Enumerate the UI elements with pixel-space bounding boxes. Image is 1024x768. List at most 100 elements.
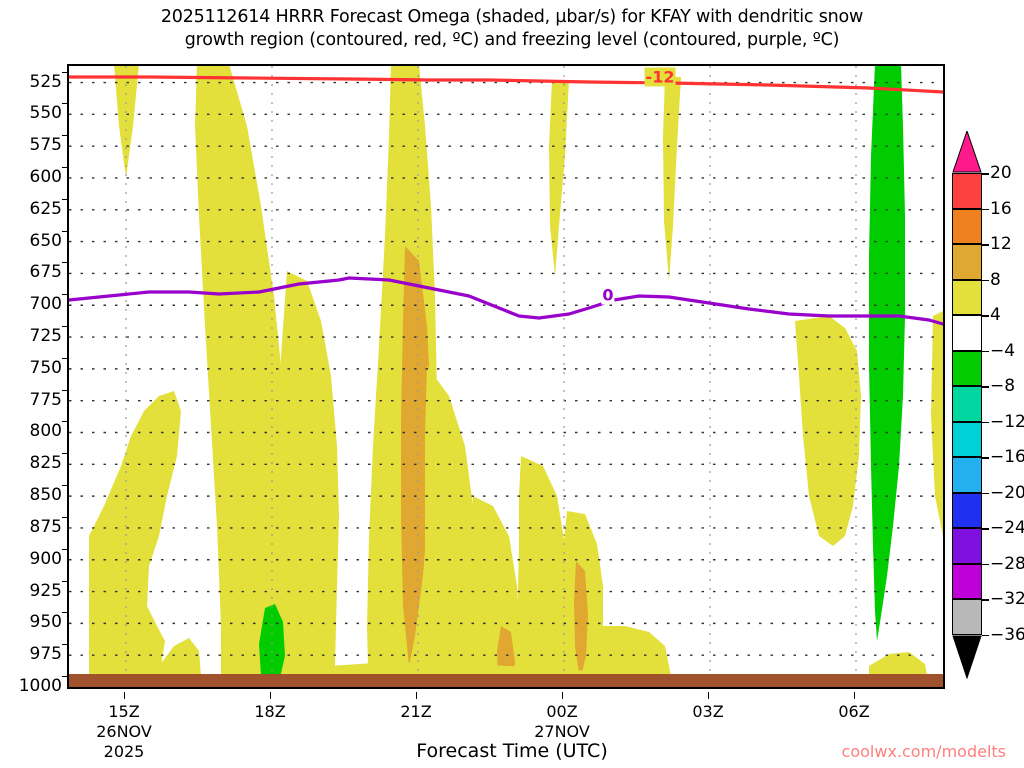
plot-area bbox=[67, 64, 945, 689]
y-tick-label: 775 bbox=[0, 389, 67, 410]
y-tick-mark bbox=[62, 580, 67, 582]
colorbar-tick-mark bbox=[982, 563, 989, 565]
x-axis: 15Z 26NOV 2025 18Z 21Z 00Z 27NOV 03Z 06Z bbox=[0, 692, 1024, 762]
x-tick-hour: 21Z bbox=[400, 702, 432, 721]
colorbar-band bbox=[952, 492, 982, 528]
colorbar-tick-mark bbox=[982, 350, 989, 352]
colorbar-tick-label: 8 bbox=[990, 269, 1001, 290]
x-tick-date: 27NOV bbox=[534, 722, 590, 741]
y-tick-label: 925 bbox=[0, 580, 67, 601]
contour-label: -12 bbox=[644, 67, 676, 87]
chart-title-line2: growth region (contoured, red, ºC) and f… bbox=[184, 30, 840, 51]
colorbar-tick-label: 16 bbox=[990, 198, 1012, 219]
colorbar-tick-label: 4 bbox=[990, 305, 1001, 325]
y-tick-label: 1000 bbox=[0, 676, 67, 696]
y-tick-label: 950 bbox=[0, 612, 67, 632]
x-tick-label: 03Z bbox=[692, 702, 723, 722]
colorbar-band bbox=[952, 350, 982, 386]
y-tick-mark bbox=[62, 453, 67, 455]
y-tick-mark bbox=[62, 230, 67, 232]
colorbar-band bbox=[952, 386, 982, 422]
x-tick-mark bbox=[270, 692, 271, 699]
colorbar-tick-mark bbox=[982, 599, 989, 601]
colorbar-tick-label: 12 bbox=[990, 234, 1012, 254]
colorbar-tick-label: −32 bbox=[990, 589, 1024, 609]
colorbar-tick-mark bbox=[982, 386, 989, 388]
y-tick-mark bbox=[62, 644, 67, 646]
y-tick-label: 675 bbox=[0, 262, 67, 282]
y-tick-label: 725 bbox=[0, 326, 67, 346]
y-tick-mark bbox=[62, 166, 67, 168]
x-tick-mark bbox=[708, 692, 709, 699]
grid-lines bbox=[69, 66, 943, 687]
colorbar-tick-mark bbox=[982, 634, 989, 636]
y-tick-label: 700 bbox=[0, 294, 67, 314]
y-tick-mark bbox=[62, 389, 67, 391]
colorbar-band bbox=[952, 457, 982, 493]
x-tick-mark bbox=[854, 692, 855, 699]
y-tick-mark bbox=[62, 135, 67, 137]
x-tick-label: 21Z bbox=[400, 702, 431, 722]
colorbar-band bbox=[952, 208, 982, 244]
colorbar-tick-mark bbox=[982, 457, 989, 459]
colorbar-tick-label: 20 bbox=[990, 163, 1012, 183]
x-tick-label: 15Z 26NOV 2025 bbox=[96, 702, 152, 762]
y-tick-mark bbox=[62, 548, 67, 550]
colorbar-tick-label: −12 bbox=[990, 411, 1024, 432]
colorbar-tick-mark bbox=[982, 421, 989, 423]
y-tick-label: 550 bbox=[0, 103, 67, 123]
y-tick-mark bbox=[62, 676, 67, 677]
y-tick-label: 600 bbox=[0, 166, 67, 187]
x-tick-label: 18Z bbox=[254, 702, 285, 722]
y-tick-mark bbox=[62, 485, 67, 487]
x-tick-hour: 03Z bbox=[692, 702, 724, 721]
y-tick-label: 825 bbox=[0, 453, 67, 473]
x-tick-hour: 15Z bbox=[108, 702, 140, 721]
colorbar-arrow-down bbox=[952, 635, 982, 680]
colorbar-tick-label: −8 bbox=[990, 376, 1016, 396]
colorbar-tick-label: −36 bbox=[990, 624, 1024, 645]
y-tick-mark bbox=[62, 103, 67, 105]
y-tick-mark bbox=[62, 198, 67, 200]
colorbar-arrow-up bbox=[952, 129, 982, 173]
y-tick-mark bbox=[62, 612, 67, 614]
colorbar-band bbox=[952, 315, 982, 351]
x-tick-mark bbox=[416, 692, 417, 699]
y-tick-label: 650 bbox=[0, 230, 67, 251]
x-tick-year: 2025 bbox=[103, 742, 145, 761]
y-tick-label: 575 bbox=[0, 135, 67, 155]
x-tick-hour: 00Z bbox=[546, 702, 578, 721]
colorbar-tick-mark bbox=[982, 244, 989, 246]
y-tick-mark bbox=[62, 294, 67, 296]
y-tick-label: 900 bbox=[0, 548, 67, 569]
terrain-band bbox=[69, 674, 943, 687]
colorbar-tick-label: −4 bbox=[990, 340, 1016, 361]
colorbar-tick-mark bbox=[982, 208, 989, 210]
colorbar-band bbox=[952, 173, 982, 209]
colorbar-band bbox=[952, 599, 982, 635]
colorbar-band bbox=[952, 244, 982, 280]
x-tick-label: 00Z 27NOV bbox=[534, 702, 590, 742]
colorbar-band bbox=[952, 563, 982, 599]
colorbar-tick-label: −20 bbox=[990, 482, 1024, 503]
y-tick-label: 975 bbox=[0, 644, 67, 664]
colorbar-tick-mark bbox=[982, 315, 989, 317]
y-tick-label: 750 bbox=[0, 357, 67, 378]
colorbar-band bbox=[952, 279, 982, 315]
x-tick-hour: 06Z bbox=[838, 702, 870, 721]
chart-title-line1: 2025112614 HRRR Forecast Omega (shaded, … bbox=[160, 7, 864, 27]
omega-shading bbox=[89, 66, 943, 687]
colorbar-tick-label: −16 bbox=[990, 447, 1024, 467]
colorbar-tick-mark bbox=[982, 173, 989, 175]
x-axis-title: Forecast Time (UTC) bbox=[416, 740, 608, 762]
y-tick-label: 800 bbox=[0, 421, 67, 441]
y-tick-mark bbox=[62, 421, 67, 423]
chart-title: 2025112614 HRRR Forecast Omega (shaded, … bbox=[0, 6, 1024, 52]
y-axis: 525 550 575 600 625 650 675 700 725 750 775 800 825 8… bbox=[0, 64, 67, 696]
x-tick-date: 26NOV bbox=[96, 722, 152, 741]
contour-lines bbox=[69, 75, 943, 326]
x-tick-label: 06Z bbox=[838, 702, 869, 722]
y-tick-mark bbox=[62, 71, 67, 73]
y-tick-label: 875 bbox=[0, 516, 67, 537]
